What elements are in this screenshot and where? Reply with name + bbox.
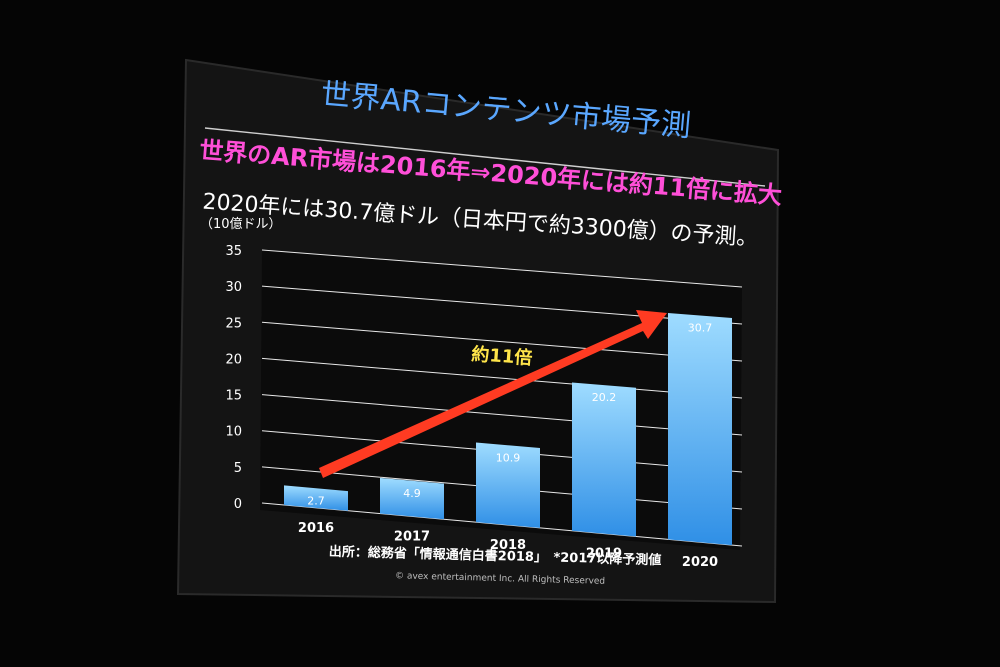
x-tick-label: 2020 [682, 555, 718, 570]
x-tick-labels: 2016 2017 2018 2019 2020 [298, 521, 718, 570]
bar-value-labels: 2.7 4.9 10.9 20.2 30.7 [307, 322, 712, 508]
bar-value-label: 30.7 [688, 322, 713, 335]
y-tick-label: 35 [225, 244, 242, 259]
title-divider [204, 127, 766, 187]
bar-value-label: 2.7 [307, 494, 325, 507]
bar-value-label: 20.2 [592, 391, 617, 404]
y-tick-labels: 0 5 10 15 20 25 30 35 [225, 244, 242, 512]
gridline [261, 249, 743, 288]
y-tick-label: 5 [234, 461, 242, 476]
growth-arrow-label: 約11倍 [471, 343, 533, 369]
x-tick-label: 2018 [490, 538, 526, 553]
x-tick-label: 2016 [298, 521, 334, 536]
growth-arrow [319, 310, 667, 478]
bar-2017 [380, 477, 444, 520]
y-tick-label: 20 [225, 352, 242, 367]
y-tick-label: 15 [225, 389, 242, 404]
x-tick-label: 2017 [394, 529, 430, 544]
y-tick-label: 10 [225, 425, 242, 440]
bar-value-label: 10.9 [496, 451, 521, 464]
bar-2016 [284, 485, 348, 511]
bar-2019 [572, 382, 636, 537]
gridline [261, 321, 743, 362]
gridline [261, 394, 743, 436]
y-axis-label: （10億ドル） [200, 216, 282, 232]
bar-value-label: 4.9 [403, 487, 421, 500]
y-tick-label: 25 [225, 316, 242, 331]
y-tick-label: 0 [234, 497, 242, 512]
bar-2020 [668, 313, 732, 546]
y-tick-label: 30 [225, 280, 242, 295]
bars [284, 313, 732, 546]
bar-chart: （10億ドル） 0 5 10 15 20 25 30 35 2.7 4.9 10.9 20.2 30.… [200, 216, 743, 570]
gridline [261, 357, 743, 399]
x-tick-label: 2019 [586, 547, 622, 562]
bar-2018 [476, 442, 540, 528]
